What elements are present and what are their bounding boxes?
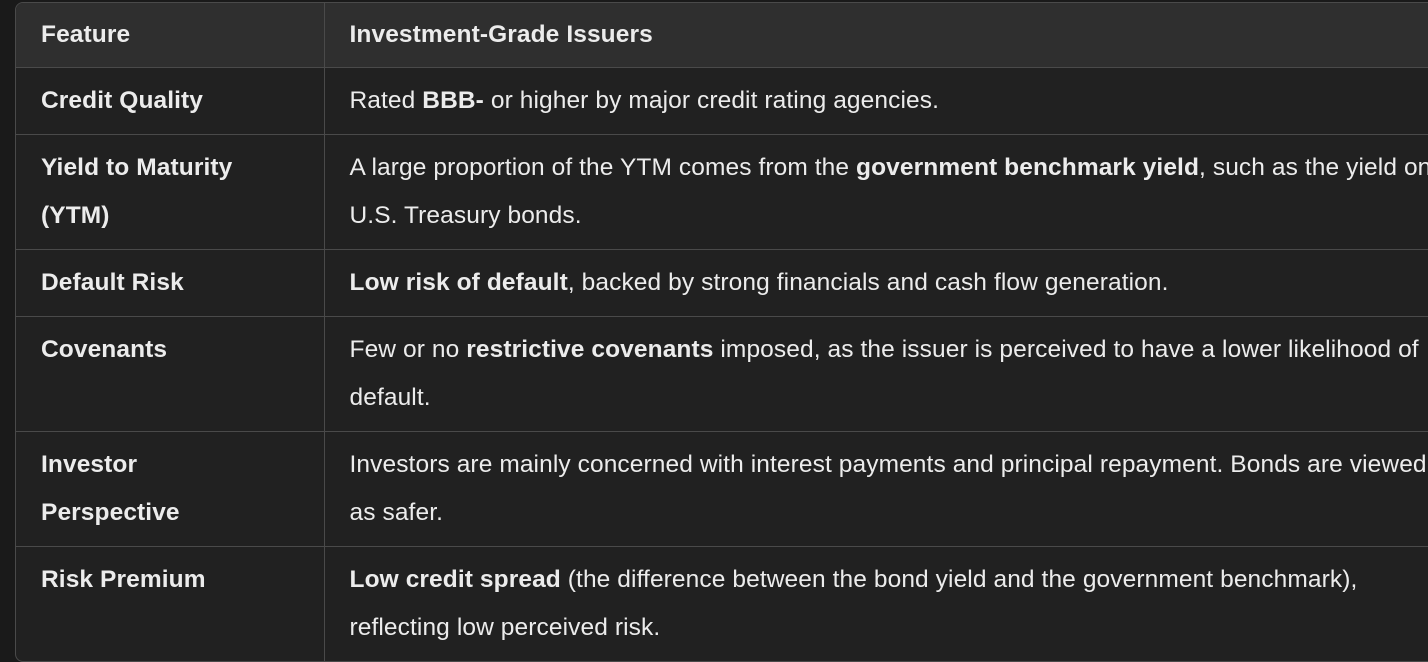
feature-cell: Default Risk [16, 250, 324, 317]
comparison-table: Feature Investment-Grade Issuers Credit … [16, 3, 1428, 662]
desc-emphasis: BBB- [422, 87, 484, 114]
description-cell: Rated BBB- or higher by major credit rat… [324, 68, 1428, 135]
table-row: Investor Perspective Investors are mainly… [16, 432, 1428, 547]
description-cell: Few or no restrictive covenants imposed,… [324, 317, 1428, 432]
feature-line: Perspective [41, 499, 180, 526]
feature-cell: Covenants [16, 317, 324, 432]
description-cell: A large proportion of the YTM comes from… [324, 135, 1428, 250]
feature-cell: Investor Perspective [16, 432, 324, 547]
feature-cell: Risk Premium [16, 547, 324, 662]
feature-line: Yield to Maturity [41, 154, 232, 181]
table-row: Credit Quality Rated BBB- or higher by m… [16, 68, 1428, 135]
header-investment-grade-issuers: Investment-Grade Issuers [324, 3, 1428, 68]
header-feature: Feature [16, 3, 324, 68]
description-cell: Investors are mainly concerned with inte… [324, 432, 1428, 547]
feature-line: Investor [41, 451, 137, 478]
desc-text: A large proportion of the YTM comes from… [350, 154, 857, 181]
table-row: Covenants Few or no restrictive covenant… [16, 317, 1428, 432]
desc-text: or higher by major credit rating agencie… [484, 87, 939, 114]
table-row: Default Risk Low risk of default, backed… [16, 250, 1428, 317]
desc-text: Few or no [350, 336, 467, 363]
desc-text: Rated [350, 87, 423, 114]
comparison-table-container: Feature Investment-Grade Issuers Credit … [15, 2, 1428, 662]
feature-cell: Yield to Maturity (YTM) [16, 135, 324, 250]
description-cell: Low risk of default, backed by strong fi… [324, 250, 1428, 317]
desc-text: , backed by strong financials and cash f… [568, 269, 1169, 296]
desc-emphasis: restrictive covenants [466, 336, 713, 363]
desc-emphasis: Low risk of default [350, 269, 568, 296]
table-header-row: Feature Investment-Grade Issuers [16, 3, 1428, 68]
feature-cell: Credit Quality [16, 68, 324, 135]
desc-emphasis: government benchmark yield [856, 154, 1199, 181]
desc-emphasis: Low credit spread [350, 566, 561, 593]
table-row: Yield to Maturity (YTM) A large proportio… [16, 135, 1428, 250]
description-cell: Low credit spread (the difference betwee… [324, 547, 1428, 662]
table-row: Risk Premium Low credit spread (the diff… [16, 547, 1428, 662]
feature-line: (YTM) [41, 202, 110, 229]
